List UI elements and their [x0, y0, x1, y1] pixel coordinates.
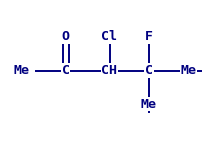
- Text: C: C: [145, 64, 153, 77]
- Text: Me: Me: [14, 64, 30, 77]
- Text: Me: Me: [180, 64, 196, 77]
- Text: F: F: [145, 30, 153, 43]
- Text: Me: Me: [141, 98, 157, 111]
- Text: CH: CH: [101, 64, 118, 77]
- Text: C: C: [62, 64, 70, 77]
- Text: O: O: [62, 30, 70, 43]
- Text: Cl: Cl: [101, 30, 118, 43]
